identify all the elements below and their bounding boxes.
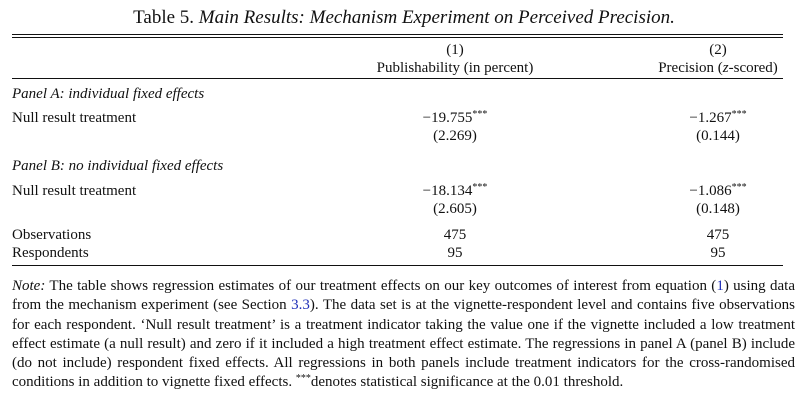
panel-b-coef-1: −18.134*** <box>422 182 488 200</box>
section-link[interactable]: 3.3 <box>291 297 310 314</box>
panel-a-se-1: (2.269) <box>433 128 477 144</box>
panel-a-coef-1: −19.755*** <box>422 109 488 127</box>
panel-b-se-2: (0.148) <box>696 201 740 217</box>
respondents-label: Respondents <box>12 245 89 261</box>
header-rule <box>12 78 783 79</box>
panel-a-coef-2: −1.267*** <box>689 109 747 127</box>
panel-a-se-2: (0.144) <box>696 128 740 144</box>
table-caption: Table 5. Main Results: Mechanism Experim… <box>0 6 808 30</box>
bottom-rule <box>12 265 783 266</box>
top-rule-2 <box>12 37 783 38</box>
col1-label: Publishability (in percent) <box>376 60 534 76</box>
observations-col2: 475 <box>706 227 730 243</box>
col2-label: Precision (z-scored) <box>658 60 778 76</box>
respondents-col1: 95 <box>447 245 463 261</box>
table-number: Table 5. <box>133 7 195 28</box>
panel-b-se-1: (2.605) <box>433 201 477 217</box>
panel-b-heading: Panel B: no individual fixed effects <box>12 158 224 174</box>
panel-b-coef-2: −1.086*** <box>689 182 747 200</box>
col2-number: (2) <box>709 42 727 58</box>
panel-b-row-label: Null result treatment <box>12 183 137 199</box>
note-label: Note: <box>12 278 46 294</box>
table-title: Main Results: Mechanism Experiment on Pe… <box>198 7 675 28</box>
equation-link[interactable]: 1 <box>716 278 724 294</box>
observations-col1: 475 <box>443 227 467 243</box>
panel-a-heading: Panel A: individual fixed effects <box>12 86 205 102</box>
col1-number: (1) <box>446 42 464 58</box>
respondents-col2: 95 <box>710 245 726 261</box>
top-rule-1 <box>12 34 783 35</box>
table-note: Note: The table shows regression estimat… <box>12 278 796 391</box>
panel-a-row-label: Null result treatment <box>12 110 137 126</box>
observations-label: Observations <box>12 227 92 243</box>
